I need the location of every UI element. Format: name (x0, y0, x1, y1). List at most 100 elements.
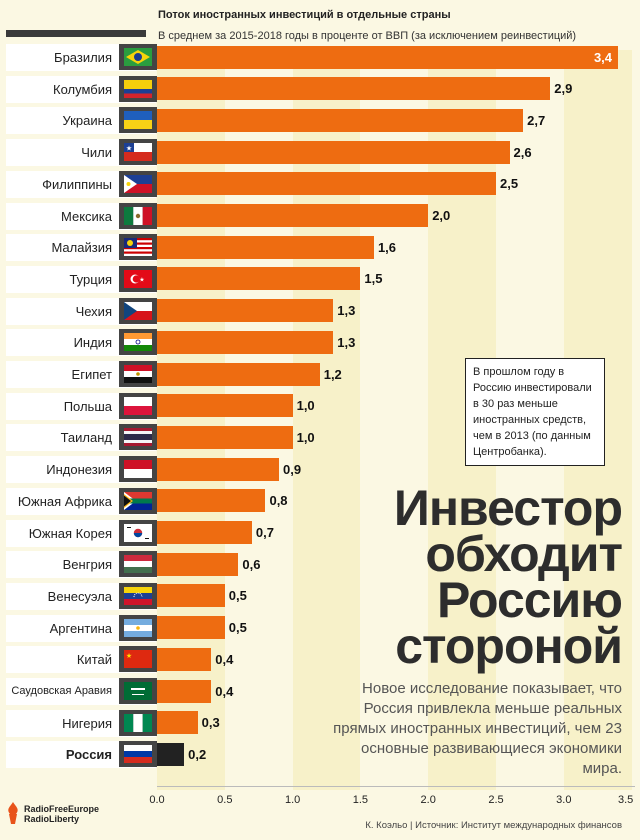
data-label: 0,9 (283, 461, 302, 477)
bar (157, 235, 374, 259)
bar (157, 108, 524, 132)
note-box: В прошлом году в Россию инвестировали в … (465, 358, 605, 466)
bar (157, 140, 510, 164)
flag-russia-icon (119, 741, 157, 768)
flag-philippines-icon (119, 170, 157, 197)
category-label: Аргентина (49, 620, 112, 636)
data-label: 2,6 (513, 144, 532, 160)
chart-subtitle: В среднем за 2015-2018 годы в проценте о… (158, 30, 577, 42)
data-label: 2,0 (432, 208, 451, 223)
x-axis-line (157, 786, 635, 787)
flag-colombia-icon (119, 75, 157, 102)
logo-line-1: RadioFreeEurope (24, 804, 100, 814)
bar (157, 299, 334, 323)
data-label: 0,7 (255, 525, 274, 540)
flag-china-icon: ★ (119, 646, 157, 673)
flag-brazil-icon (119, 44, 157, 70)
flag-mexico-icon (119, 202, 157, 229)
category-label: Египет (71, 367, 112, 382)
flag-thailand-icon (119, 424, 157, 451)
data-label: 1,0 (296, 429, 315, 445)
category-label: Украина (62, 113, 113, 129)
data-label: 2,7 (527, 112, 546, 128)
category-label: Россия (65, 747, 112, 763)
header-accent-bar (6, 30, 146, 37)
category-label: Чехия (75, 303, 112, 319)
data-label: 1,3 (337, 303, 356, 319)
flag-czechia-icon (119, 297, 157, 324)
data-label: 0,4 (215, 683, 234, 699)
lede-text: Новое исследование показывает, что Росси… (333, 680, 622, 777)
category-label: Малайзия (51, 240, 112, 256)
flag-hungary-icon (119, 551, 157, 578)
category-label: Южная Африка (17, 493, 112, 509)
flag-south-africa-icon (119, 487, 157, 514)
data-label: 0,8 (269, 493, 288, 509)
bar (157, 204, 429, 227)
x-tick-label: 2.5 (488, 794, 504, 806)
bar (157, 330, 334, 354)
headline: Инвестор обходит Россию стороной (393, 480, 623, 674)
bar (157, 647, 212, 671)
flag-indonesia-icon (119, 456, 157, 483)
category-label: Индия (73, 335, 112, 351)
bar (157, 425, 293, 449)
data-label: 0,6 (242, 556, 261, 572)
bar (157, 616, 225, 640)
category-label: Филиппины (42, 176, 112, 192)
data-label: 3,4 (593, 49, 613, 65)
chart-title: Поток иностранных инвестиций в отдельные… (158, 9, 451, 21)
svg-text:★: ★ (126, 145, 132, 153)
data-label: 1,6 (377, 239, 397, 255)
headline-line: стороной (395, 618, 623, 674)
x-tick-label: 3.0 (556, 794, 572, 806)
category-label: Колумбия (53, 81, 112, 97)
headline-line: обходит (425, 526, 623, 582)
flag-saudi-arabia-icon (119, 678, 157, 704)
flag-south-korea-icon (119, 519, 157, 546)
data-label: 0,2 (188, 746, 207, 762)
category-label: Турция (69, 271, 112, 287)
x-tick-label: 0.5 (217, 794, 233, 806)
flag-nigeria-icon (119, 709, 157, 736)
bar (157, 267, 361, 291)
category-label: Нигерия (62, 715, 112, 731)
rferl-torch-icon (8, 802, 18, 824)
bar (157, 394, 293, 418)
flag-poland-icon (119, 392, 157, 419)
x-tick-label: 3.5 (617, 794, 634, 806)
x-tick-label: 0.0 (149, 794, 165, 806)
bar (157, 489, 266, 513)
data-label: 1,2 (323, 366, 342, 382)
data-label: 1,5 (364, 271, 383, 287)
headline-line: Инвестор (393, 480, 623, 536)
bar (157, 711, 198, 735)
category-label: Китай (76, 652, 112, 668)
category-label: Венесуэла (47, 588, 112, 604)
category-label: Чили (81, 145, 112, 161)
bar (157, 362, 320, 386)
svg-text:★: ★ (139, 276, 144, 283)
flag-venezuela-icon (119, 582, 157, 609)
logo-line-2: RadioLiberty (24, 814, 80, 824)
flag-egypt-icon (119, 361, 157, 387)
data-label: 1,0 (296, 398, 315, 414)
category-label: Саудовская Аравия (11, 685, 112, 697)
data-label: 0,3 (201, 715, 220, 731)
data-label: 1,3 (337, 334, 356, 350)
flag-argentina-icon (119, 614, 157, 641)
category-label: Индонезия (46, 462, 112, 478)
source-credit: К. Коэльо | Источник: Институт междунаро… (365, 820, 622, 831)
rferl-logo: RadioFreeEurope RadioLiberty (4, 800, 114, 834)
bar (157, 552, 239, 576)
flag-malaysia-icon (119, 234, 157, 261)
bar (157, 457, 280, 481)
category-label: Таиланд (60, 430, 112, 446)
flag-ukraine-icon (119, 107, 157, 134)
x-tick-label: 2.0 (420, 794, 436, 806)
headline-line: Россию (436, 572, 623, 628)
category-label: Польша (63, 398, 112, 414)
bar (157, 742, 185, 766)
category-label: Южная Корея (28, 525, 112, 541)
flag-chile-icon: ★ (119, 139, 157, 166)
